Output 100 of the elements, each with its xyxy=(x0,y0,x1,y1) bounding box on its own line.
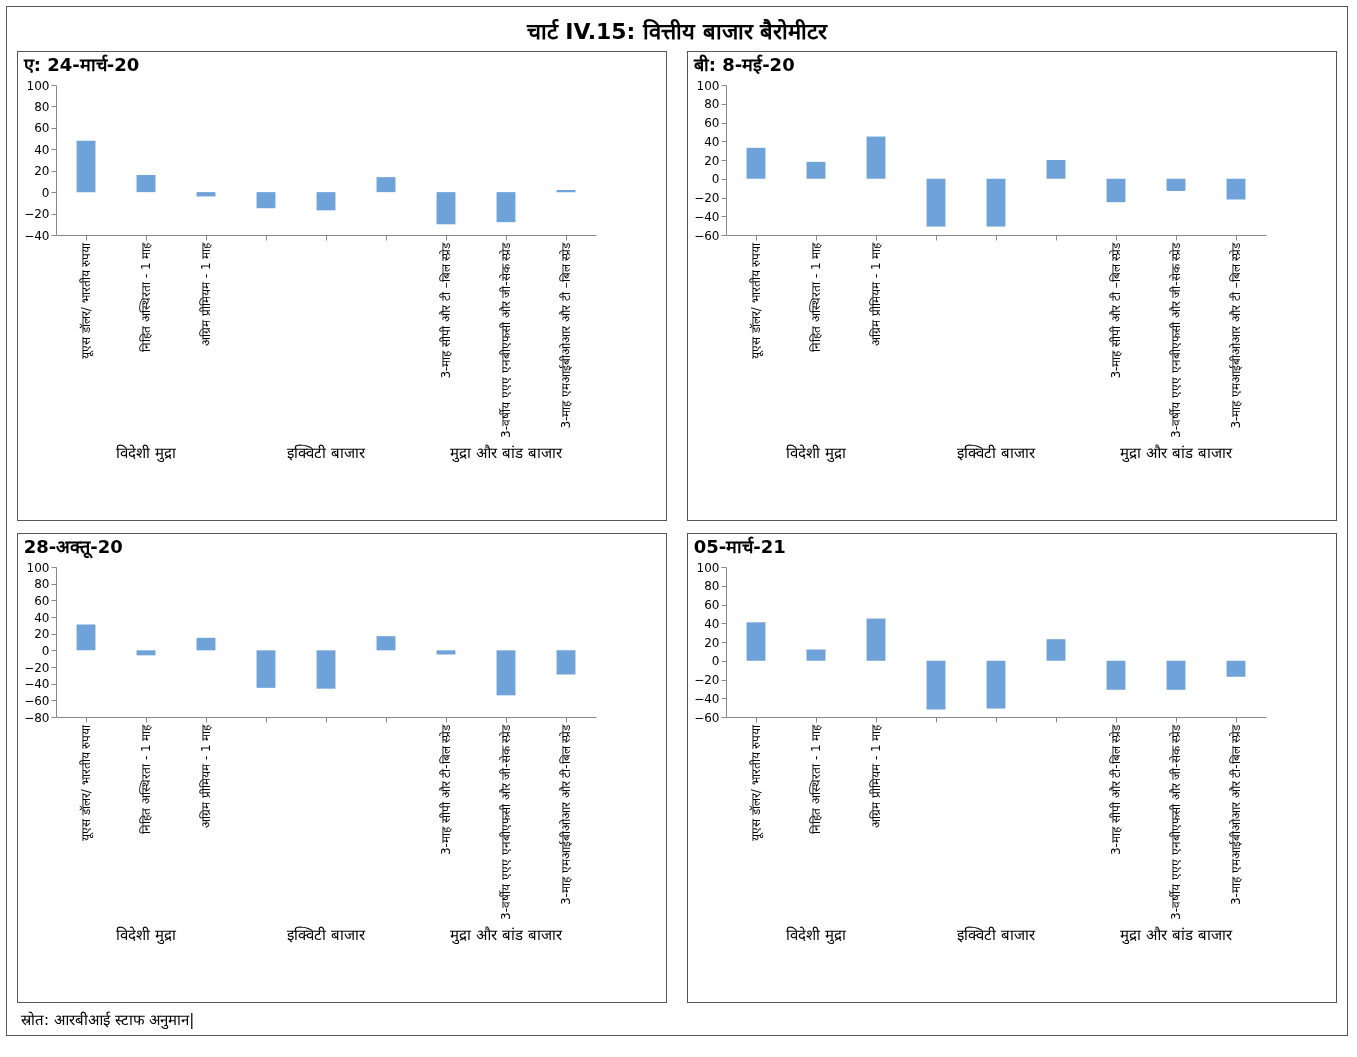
y-tick-label: −40 xyxy=(24,677,50,692)
x-tick-label: निहित अस्थिरता - 1 माह xyxy=(139,723,153,834)
bar xyxy=(496,192,516,223)
bar xyxy=(256,192,276,209)
bar xyxy=(136,175,156,193)
y-tick-label: −40 xyxy=(694,691,720,706)
y-tick-label: 80 xyxy=(704,579,720,594)
y-tick-label: −80 xyxy=(24,710,50,725)
x-tick-label: निहित अस्थिरता - 1 माह xyxy=(809,241,823,352)
x-tick-label: 3-वर्षीय एएए एनबीएफसी और जी-सेक स्प्रेड xyxy=(1169,241,1183,438)
bar xyxy=(1106,660,1126,690)
x-tick-label: 3-वर्षीय एएए एनबीएफसी और जी-सेक स्प्रेड xyxy=(1169,723,1183,920)
y-tick-label: 20 xyxy=(34,627,50,642)
x-tick-label: 3-वर्षीय एएए एनबीएफसी और जी-सेक स्प्रेड xyxy=(499,723,513,920)
x-tick-label: अग्रिम प्रीमियम - 1 माह xyxy=(199,241,213,346)
x-tick-label: 3-माह एमआईबीओआर और टी-बिल स्प्रेड xyxy=(1229,723,1243,906)
bar xyxy=(256,650,276,688)
y-tick-label: −40 xyxy=(24,228,50,243)
chart-title: 28-अक्तू-20 xyxy=(23,536,123,559)
text: विदेशी मुद्रा xyxy=(116,926,177,945)
bar xyxy=(376,177,396,193)
chart-title: ए: 24-मार्च-20 xyxy=(22,54,140,75)
x-tick-label: 3-माह सीपी और टी-बिल स्प्रेड xyxy=(1109,723,1123,856)
text: चार्ट IV.15: वित्तीय बाजार बैरोमीटर xyxy=(525,18,829,45)
bar xyxy=(1226,178,1246,200)
y-tick-label: −20 xyxy=(694,673,720,687)
bar xyxy=(806,649,826,661)
x-tick-label: 3-माह सीपी और टी –बिल स्प्रेड xyxy=(1109,241,1123,379)
x-tick-label: यूएस डॉलर/ भारतीय रुपया xyxy=(749,723,764,841)
y-tick-label: 0 xyxy=(41,643,50,658)
text: स्रोत: आरबीआई स्टाफ अनुमान| xyxy=(21,1010,196,1029)
text: मुद्रा और बांड बाजार xyxy=(1120,926,1233,945)
y-tick-label: 0 xyxy=(41,185,50,200)
x-tick-label: 3-माह एमआईबीओआर और टी –बिल स्प्रेड xyxy=(1229,241,1243,429)
bar xyxy=(1106,178,1126,203)
bar xyxy=(316,192,336,211)
x-tick-label: अग्रिम प्रीमियम - 1 माह xyxy=(199,723,213,828)
text: विदेशी मुद्रा xyxy=(786,444,847,463)
bar xyxy=(866,618,886,661)
text: विदेशी मुद्रा xyxy=(116,444,177,463)
y-tick-label: 40 xyxy=(704,616,720,631)
x-tick-label: 3-माह सीपी और टी –बिल स्प्रेड xyxy=(439,241,453,379)
y-tick-label: 80 xyxy=(704,97,720,112)
bar xyxy=(196,637,216,651)
y-tick-label: 0 xyxy=(711,172,720,187)
y-tick-label: −60 xyxy=(24,693,50,708)
bar xyxy=(746,622,766,661)
x-tick-label: अग्रिम प्रीमियम - 1 माह xyxy=(869,723,883,828)
x-tick-label: निहित अस्थिरता - 1 माह xyxy=(809,723,823,834)
text: इक्विटी बाजार xyxy=(957,926,1036,944)
y-tick-label: 80 xyxy=(34,577,50,592)
y-tick-label: −60 xyxy=(694,710,720,725)
y-tick-label: 20 xyxy=(34,164,50,179)
text: विदेशी मुद्रा xyxy=(786,926,847,945)
bar xyxy=(1226,660,1246,677)
text: इक्विटी बाजार xyxy=(287,926,366,944)
y-tick-label: 60 xyxy=(34,121,50,136)
y-tick-label: 60 xyxy=(704,598,720,612)
x-tick-label: निहित अस्थिरता - 1 माह xyxy=(139,241,153,352)
y-tick-label: 100 xyxy=(26,560,50,575)
x-tick-label: यूएस डॉलर/ भारतीय रुपया xyxy=(749,241,764,359)
bar xyxy=(986,178,1006,227)
y-tick-label: −20 xyxy=(24,207,50,222)
bar xyxy=(746,147,766,179)
bar xyxy=(866,136,886,179)
y-tick-label: 40 xyxy=(34,610,50,625)
chart-title: बी: 8-मई-20 xyxy=(692,54,795,75)
y-tick-label: 100 xyxy=(696,560,720,575)
text: इक्विटी बाजार xyxy=(287,444,366,462)
y-tick-label: 60 xyxy=(34,593,50,608)
bar xyxy=(1166,660,1186,690)
chart-title: 05-मार्च-21 xyxy=(693,536,786,557)
bar xyxy=(926,660,946,710)
y-tick-label: 20 xyxy=(704,153,720,168)
bar xyxy=(556,190,576,193)
y-tick-label: 100 xyxy=(26,78,50,93)
bar xyxy=(436,650,456,655)
bar xyxy=(556,650,576,675)
x-tick-label: 3-माह सीपी और टी-बिल स्प्रेड xyxy=(439,723,453,856)
x-tick-label: 3-माह एमआईबीओआर और टी-बिल स्प्रेड xyxy=(559,723,573,906)
y-tick-label: 60 xyxy=(704,116,720,130)
y-tick-label: 100 xyxy=(696,78,720,93)
bar xyxy=(316,650,336,689)
y-tick-label: 40 xyxy=(34,142,50,157)
y-tick-label: −20 xyxy=(694,191,720,205)
y-tick-label: −20 xyxy=(24,660,50,675)
text: इक्विटी बाजार xyxy=(957,444,1036,462)
bar xyxy=(496,650,516,696)
y-tick-label: −60 xyxy=(694,228,720,243)
x-tick-label: यूएस डॉलर/ भारतीय रुपया xyxy=(79,723,94,841)
bar xyxy=(806,161,826,179)
x-tick-label: अग्रिम प्रीमियम - 1 माह xyxy=(869,241,883,346)
bar xyxy=(76,624,96,651)
bar xyxy=(986,660,1006,709)
bar xyxy=(1046,160,1066,179)
text: मुद्रा और बांड बाजार xyxy=(450,444,563,463)
bar xyxy=(76,140,96,193)
bar xyxy=(1166,178,1186,191)
text: मुद्रा और बांड बाजार xyxy=(450,926,563,945)
y-tick-label: 0 xyxy=(711,654,720,669)
